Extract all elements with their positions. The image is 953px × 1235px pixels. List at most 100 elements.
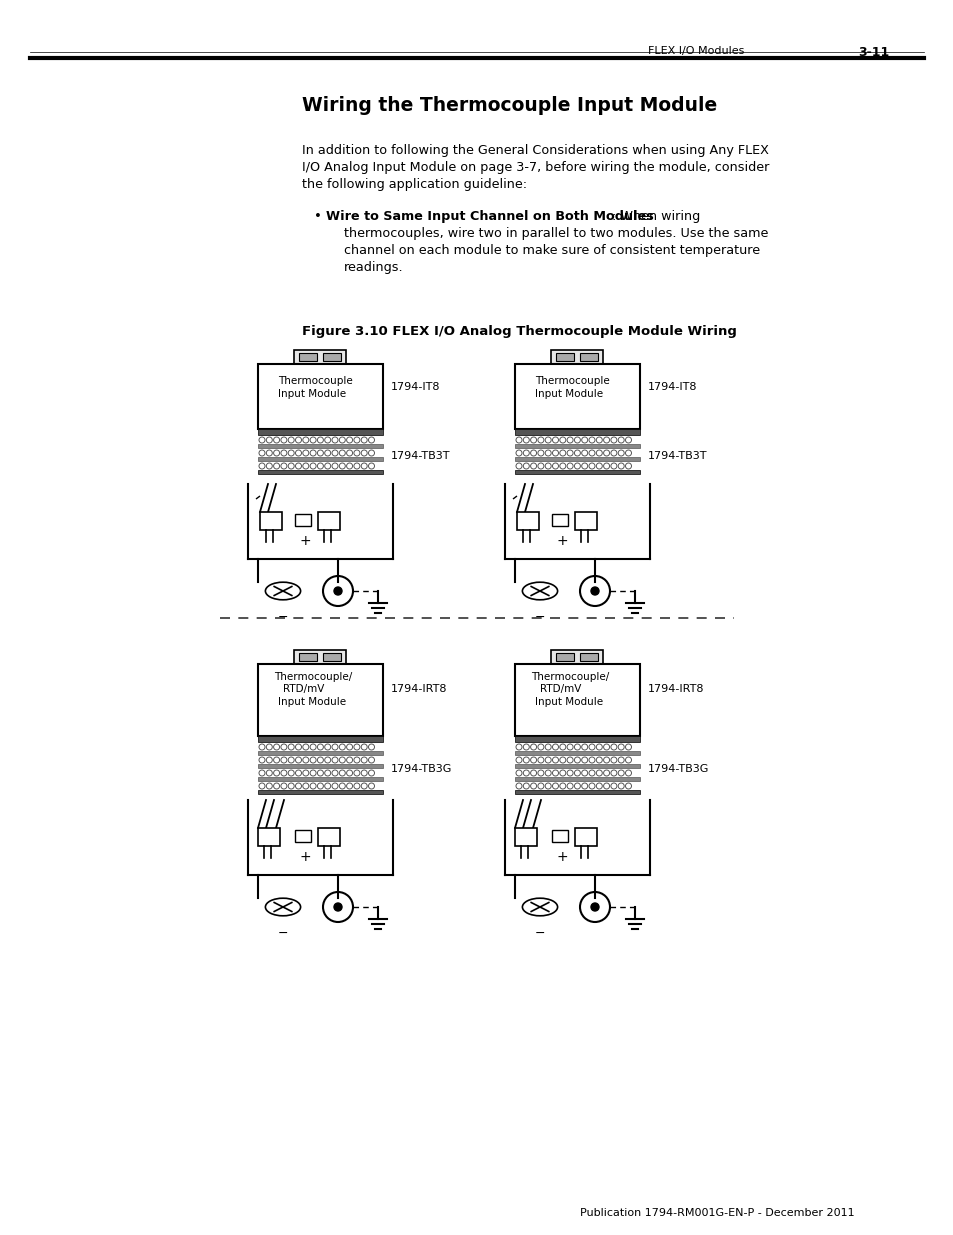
Bar [579,653,598,661]
Circle shape [258,769,265,776]
Text: Figure 3.10 FLEX I/O Analog Thermocouple Module Wiring: Figure 3.10 FLEX I/O Analog Thermocouple… [302,325,736,338]
Circle shape [310,743,315,750]
Circle shape [544,769,551,776]
Circle shape [544,757,551,763]
Circle shape [258,463,265,469]
Text: +: + [557,534,568,548]
Circle shape [274,769,279,776]
Circle shape [537,463,543,469]
Circle shape [266,757,272,763]
Circle shape [552,437,558,443]
Circle shape [625,450,631,456]
Circle shape [610,757,617,763]
Bar [257,777,382,781]
Circle shape [588,743,595,750]
Circle shape [266,437,272,443]
Circle shape [310,769,315,776]
Circle shape [552,783,558,789]
Circle shape [523,743,529,750]
Circle shape [537,783,543,789]
Circle shape [516,450,521,456]
Text: Input Module: Input Module [535,389,602,399]
Circle shape [354,450,359,456]
Circle shape [596,769,601,776]
Bar [515,736,639,742]
Bar [317,827,339,846]
Circle shape [310,437,315,443]
Circle shape [354,769,359,776]
Circle shape [618,757,623,763]
Circle shape [368,783,375,789]
Circle shape [295,463,301,469]
Bar [552,514,567,526]
Circle shape [302,743,309,750]
Circle shape [295,437,301,443]
Circle shape [280,450,287,456]
Circle shape [274,450,279,456]
Circle shape [288,437,294,443]
Bar [294,514,311,526]
Circle shape [574,743,579,750]
Bar [551,350,602,364]
Bar [515,429,639,435]
Circle shape [596,757,601,763]
Text: Thermocouple: Thermocouple [535,375,609,387]
Circle shape [596,743,601,750]
Text: 1794-IRT8: 1794-IRT8 [391,684,447,694]
Circle shape [537,437,543,443]
Circle shape [596,463,601,469]
Circle shape [258,743,265,750]
Circle shape [361,450,367,456]
Circle shape [274,743,279,750]
Circle shape [588,437,595,443]
Circle shape [361,743,367,750]
Circle shape [618,437,623,443]
Circle shape [288,757,294,763]
Text: +: + [299,850,312,864]
Circle shape [596,450,601,456]
Bar [257,429,382,435]
Circle shape [317,757,323,763]
Circle shape [339,450,345,456]
Circle shape [332,769,337,776]
Circle shape [274,757,279,763]
Circle shape [274,783,279,789]
Circle shape [610,769,617,776]
Bar [551,650,602,664]
Circle shape [361,757,367,763]
Circle shape [302,783,309,789]
Bar [257,764,382,768]
Text: −: − [535,927,545,940]
Circle shape [346,743,353,750]
Circle shape [544,743,551,750]
Circle shape [354,437,359,443]
Text: Wiring the Thermocouple Input Module: Wiring the Thermocouple Input Module [302,96,717,115]
Circle shape [354,463,359,469]
Circle shape [317,463,323,469]
Circle shape [317,437,323,443]
Circle shape [274,463,279,469]
Text: 1794-IT8: 1794-IT8 [647,382,697,391]
Bar [294,350,346,364]
Circle shape [566,783,573,789]
Circle shape [317,769,323,776]
Circle shape [603,757,609,763]
Circle shape [310,450,315,456]
Bar [294,650,346,664]
Circle shape [368,743,375,750]
Text: channel on each module to make sure of consistent temperature: channel on each module to make sure of c… [344,245,760,257]
Circle shape [581,463,587,469]
Circle shape [588,450,595,456]
Circle shape [537,450,543,456]
Circle shape [339,769,345,776]
Circle shape [559,757,565,763]
Circle shape [610,743,617,750]
Bar [579,353,598,361]
Circle shape [588,769,595,776]
Text: In addition to following the General Considerations when using Any FLEX: In addition to following the General Con… [302,144,768,157]
Circle shape [288,783,294,789]
Circle shape [324,757,331,763]
Bar [257,471,382,474]
Circle shape [295,743,301,750]
Circle shape [302,757,309,763]
